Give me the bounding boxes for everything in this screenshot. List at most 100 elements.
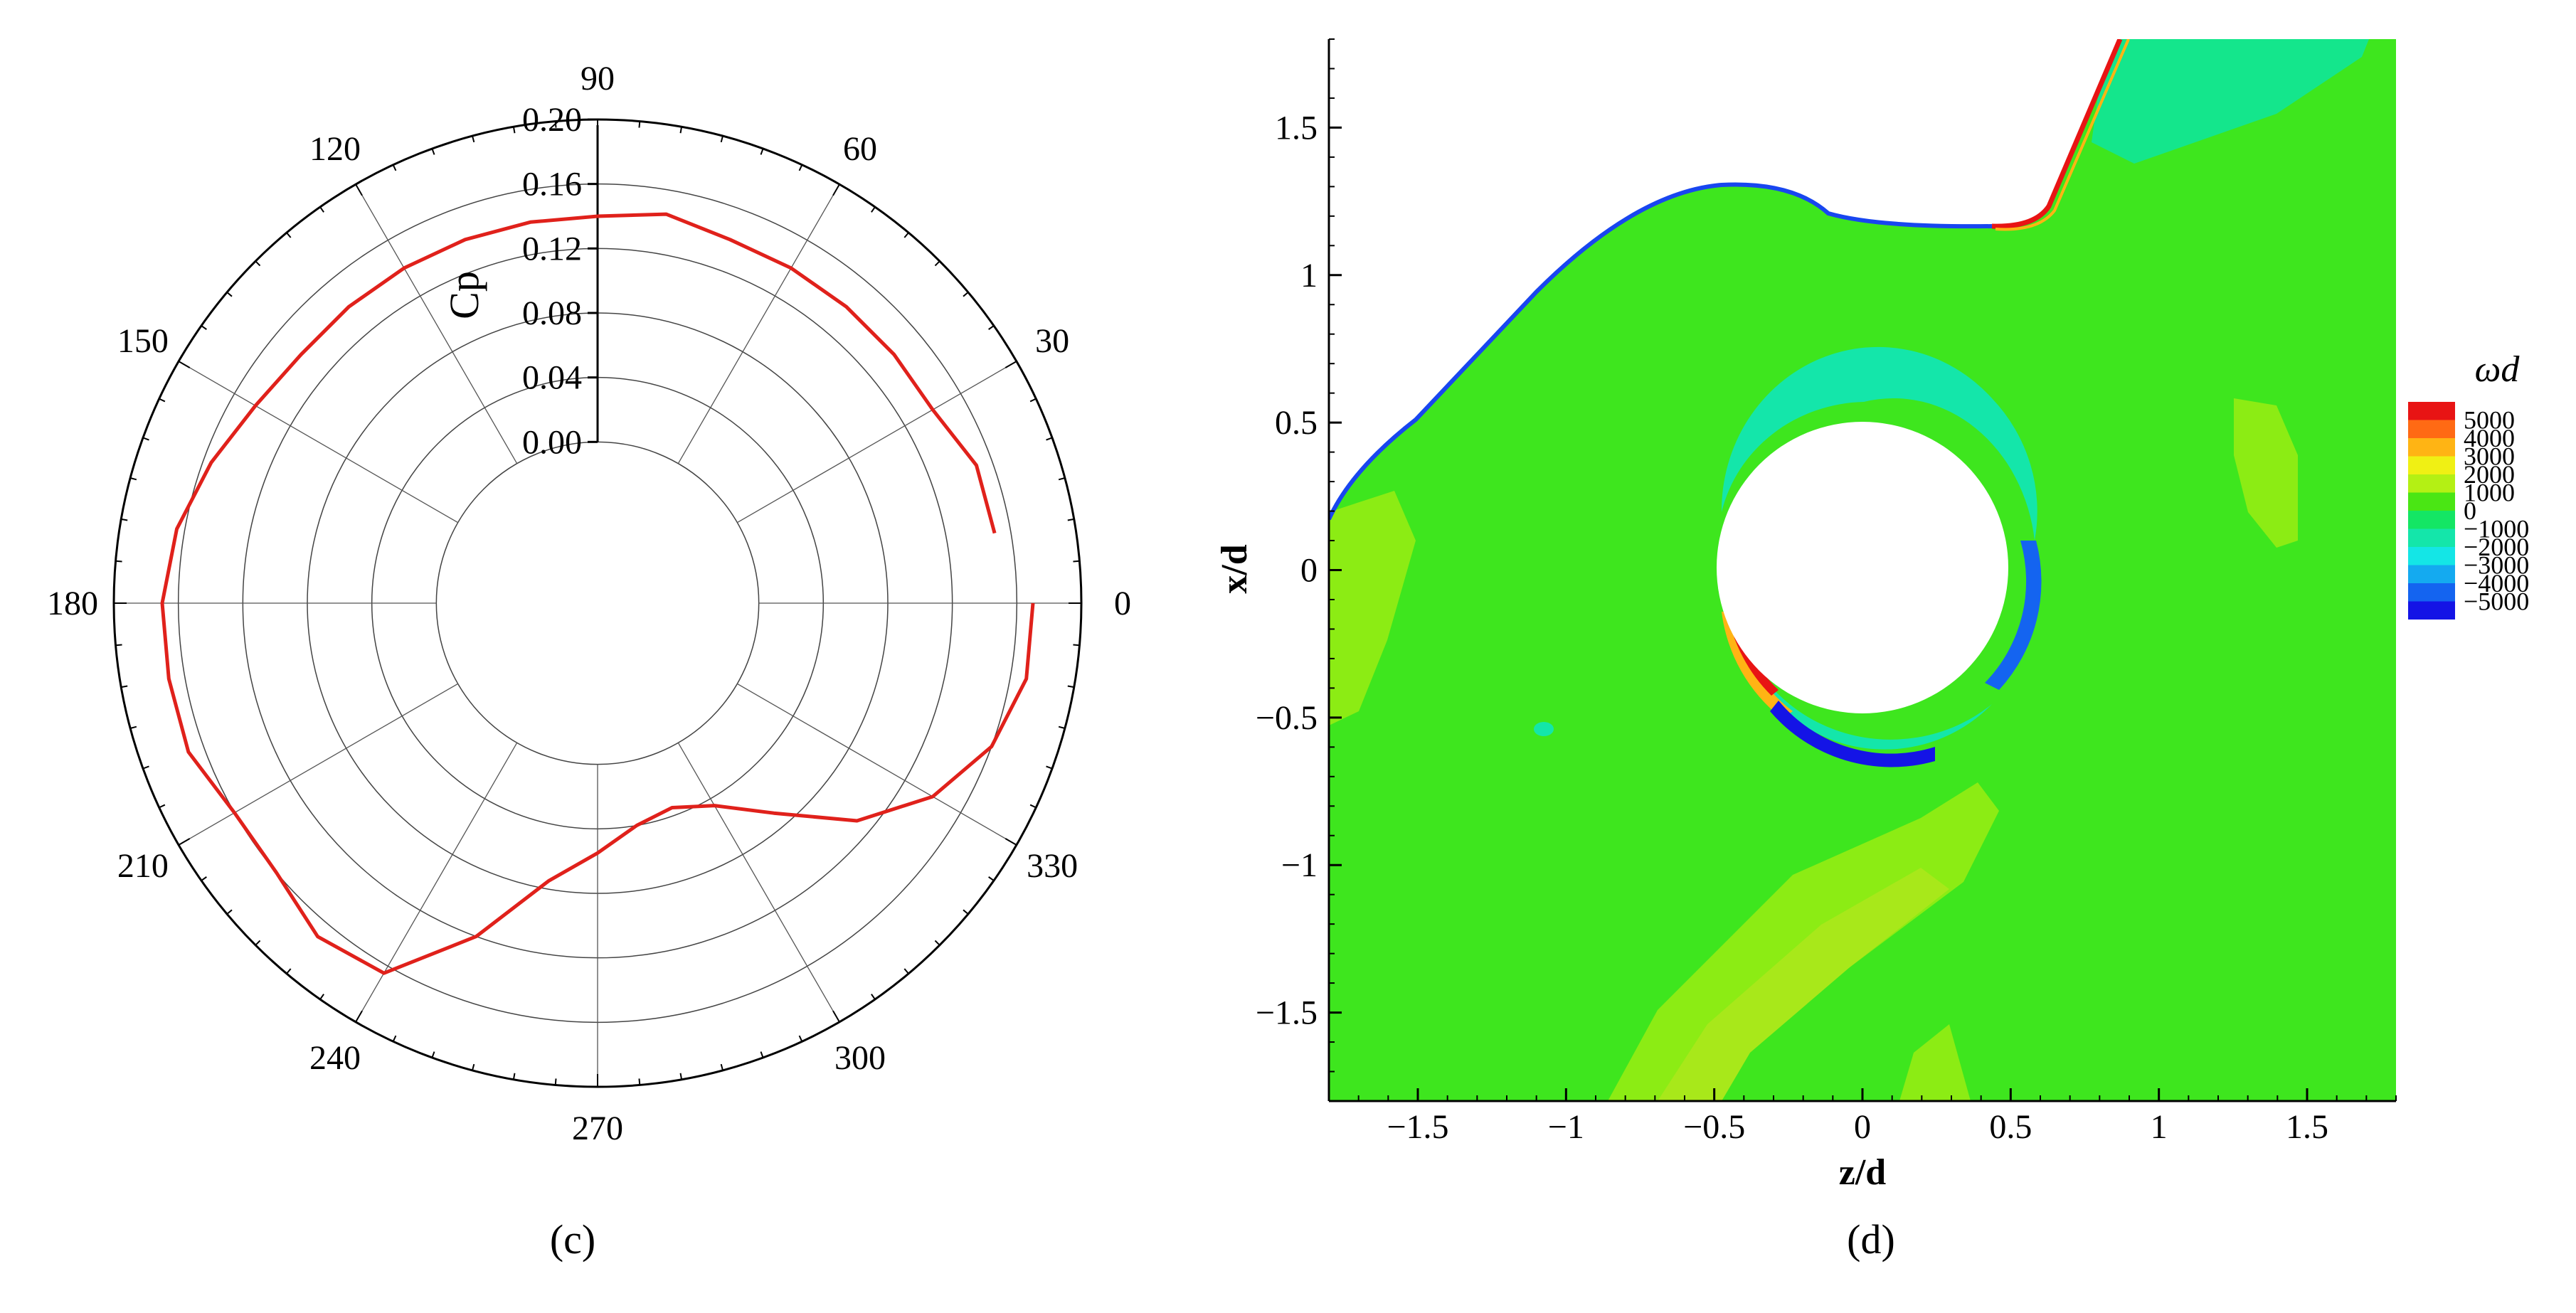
colorbar-swatch [2408,456,2455,474]
angle-tick-label: 210 [117,847,169,885]
polar-outer-tick [760,148,764,155]
polar-outer-tick [201,325,207,330]
polar-spoke [736,361,1017,523]
polar-outer-tick [903,968,909,974]
colorbar-swatch [2408,492,2455,511]
free-surface-edge [1995,39,2130,231]
colorbar-swatch [2408,438,2455,457]
polar-outer-tick [1073,560,1080,563]
y-tick-label: −0.5 [1256,699,1318,737]
vorticity-region [1329,491,1416,725]
polar-outer-tick [431,148,435,155]
polar-outer-tick [1046,765,1053,770]
colorbar-swatch [2408,565,2455,583]
vorticity-region [1658,868,1949,1101]
y-tick-label: −1 [1281,846,1318,884]
polar-outer-tick [319,206,324,213]
angle-tick-label: 240 [309,1039,361,1077]
colorbar-swatch [2408,601,2455,620]
polar-outer-tick [798,164,803,171]
angle-tick-label: 30 [1035,322,1069,360]
polar-outer-tick [286,968,292,974]
angle-tick-label: 330 [1027,847,1078,885]
polar-spoke [677,742,840,1023]
polar-outer-tick [760,1051,764,1058]
polar-outer-tick [1067,518,1074,521]
radial-axis-label: Cp [441,271,487,319]
y-axis-label: x/d [1214,544,1255,593]
colorbar-label: 1000 [2464,479,2515,507]
y-tick-label: 1.5 [1275,109,1318,147]
vorticity-region [1736,612,1992,750]
colorbar-labels: 500040003000200010000−1000−2000−3000−400… [2464,406,2529,616]
polar-chart: 0.00 0.04 0.08 0.12 0.16 0.20 Cp 0 30 60 90 120 15… [47,60,1131,1147]
colorbar-swatch [2408,583,2455,602]
x-tick-label: 1 [2151,1108,2168,1146]
polar-outer-tick [115,560,122,563]
colorbar-label: −1000 [2464,515,2529,543]
y-axis-ticks: 1.5 1 0.5 0 −0.5 −1 −1.5 [1256,38,1342,1102]
radial-tick-label: 0.20 [522,101,582,139]
polar-outer-ticks [114,119,1081,1087]
polar-outer-tick [355,1010,363,1023]
polar-outer-tick [392,1035,397,1042]
contour-chart: −1.5 −1 −0.5 0 0.5 1 1.5 1.5 1 0.5 0 −0.5 −1 −1.5 z/… [1214,38,2529,1193]
polar-outer-tick [963,292,969,297]
angle-tick-label: 180 [47,585,98,622]
angle-tick-label: 60 [843,130,877,168]
colorbar-legend: ωd 500040003000200010000−1000−2000−3000−… [2408,349,2529,620]
x-tick-label: 0.5 [1989,1108,2032,1146]
polar-spoke [736,683,1017,846]
polar-outer-tick [178,838,191,846]
colorbar-label: −2000 [2464,533,2529,561]
polar-outer-tick [121,518,128,521]
polar-spoke [677,184,840,464]
polar-outer-tick [142,437,149,441]
angle-tick-label: 300 [834,1039,886,1077]
panel-label-c: (c) [550,1216,595,1262]
polar-outer-tick [638,1078,641,1085]
polar-outer-tick [286,232,292,238]
polar-outer-tick [903,232,909,238]
polar-outer-tick [178,361,191,368]
polar-outer-tick [871,994,876,1000]
angle-tick-label: 0 [1114,585,1131,622]
polar-outer-tick [142,765,149,770]
panel-label-d: (d) [1847,1216,1895,1262]
vorticity-region [1985,541,2042,690]
polar-outer-tick [798,1035,803,1042]
polar-outer-tick [355,184,363,196]
polar-outer-tick [129,725,137,729]
polar-outer-tick [832,184,840,196]
polar-plot-area [114,119,1081,1087]
polar-outer-tick [832,1010,840,1023]
x-axis-ticks: −1.5 −1 −0.5 0 0.5 1 1.5 [1328,1088,2397,1146]
polar-outer-tick [159,804,166,809]
polar-outer-tick [1073,644,1080,647]
polar-outer-tick [988,325,995,330]
x-tick-label: 0 [1854,1108,1871,1146]
vorticity-region [1899,1024,1971,1101]
polar-outer-tick [1046,437,1053,441]
angle-labels: 0 30 60 90 120 150 180 210 240 270 300 330 [47,60,1131,1147]
polar-outer-tick [679,1073,683,1080]
angle-tick-label: 120 [309,130,361,168]
radial-tick-label: 0.04 [522,359,582,397]
colorbar-label: −3000 [2464,551,2529,580]
radial-tick-label: 0.12 [522,230,582,267]
polar-outer-tick [963,909,969,915]
polar-outer-tick [988,876,995,881]
x-axis-label: z/d [1839,1152,1887,1193]
contour-field [1329,39,2396,1101]
polar-outer-tick [934,260,940,267]
cp-series-line [160,212,1035,975]
colorbar-swatch [2408,528,2455,547]
colorbar-label: −4000 [2464,569,2529,597]
polar-outer-tick [226,292,233,297]
colorbar-swatch [2408,402,2455,420]
colorbar-label: 3000 [2464,442,2515,471]
colorbar-swatch [2408,511,2455,529]
polar-outer-tick [255,940,261,946]
polar-outer-tick [159,398,166,403]
